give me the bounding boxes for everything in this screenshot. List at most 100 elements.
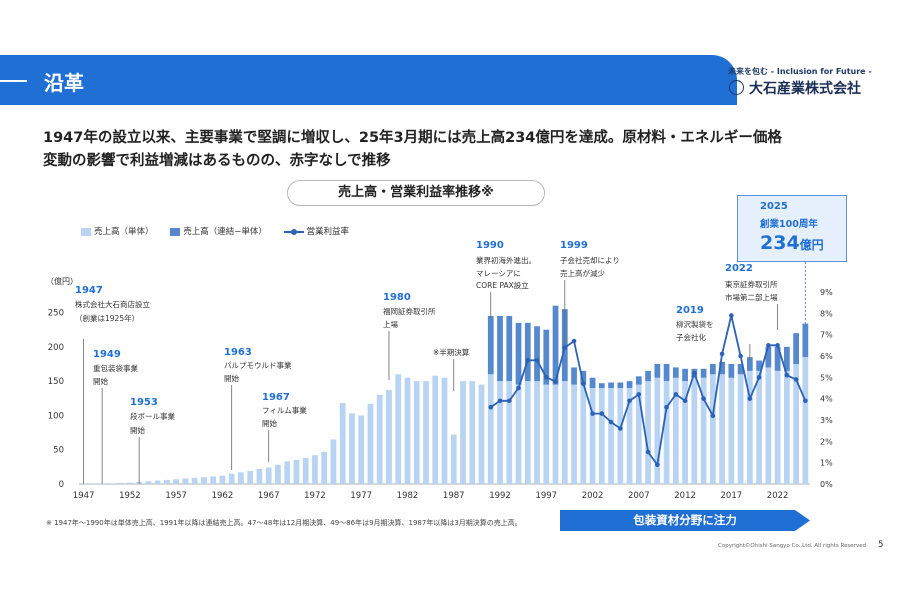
bar-consolidated-1993 xyxy=(506,316,513,382)
bar-standalone-2018 xyxy=(737,374,744,484)
bar-standalone-2002 xyxy=(589,388,596,484)
annotation-text: 開始 xyxy=(130,425,145,435)
bar-standalone-2008 xyxy=(645,381,651,484)
bar-consolidated-2008 xyxy=(645,370,651,382)
bar-standalone-2016 xyxy=(719,374,725,484)
annotation-text: パルプモウルド事業 xyxy=(224,360,292,370)
x-tick-label: 1997 xyxy=(535,491,557,501)
annotation-text: 子会社化 xyxy=(676,332,706,342)
margin-point-2010 xyxy=(664,404,669,410)
bar-standalone-2004 xyxy=(608,388,614,484)
bar-standalone-1994 xyxy=(515,384,522,484)
bar-consolidated-2022 xyxy=(774,346,781,371)
header-bar: 沿革 xyxy=(0,55,737,105)
bar-consolidated-1991 xyxy=(487,316,494,375)
bar-standalone-2021 xyxy=(765,367,772,484)
header-accent-line xyxy=(0,80,27,82)
margin-point-1999 xyxy=(562,345,568,350)
bar-standalone-2012 xyxy=(682,381,688,484)
callout-subtitle: 創業100周年 xyxy=(760,219,818,230)
margin-point-2017 xyxy=(729,313,734,318)
bar-standalone-1983 xyxy=(413,381,420,484)
x-tick-label: 1967 xyxy=(258,491,280,501)
annotation-text: 東京証券取引所 xyxy=(725,279,778,289)
margin-point-2019 xyxy=(747,396,753,401)
x-tick-label: 1977 xyxy=(350,491,372,501)
margin-point-1996 xyxy=(534,357,540,363)
headline: 1947年の設立以来、主要事業で堅調に増収し、25年3月期には売上高234億円を… xyxy=(43,127,843,173)
bar-consolidated-2018 xyxy=(737,364,744,375)
bar-consolidated-2006 xyxy=(626,381,633,388)
margin-point-2013 xyxy=(692,370,697,376)
margin-point-2025 xyxy=(803,398,808,404)
bar-consolidated-2005 xyxy=(617,382,624,388)
annotation-year: 1990 xyxy=(476,240,504,251)
margin-point-2001 xyxy=(580,381,586,387)
callout-2025: 2025 創業100周年 234億円 xyxy=(737,195,847,262)
x-tick-label: 2022 xyxy=(767,491,789,501)
bar-standalone-1975 xyxy=(339,403,346,484)
bar-consolidated-2007 xyxy=(635,376,642,385)
bar-consolidated-2021 xyxy=(765,346,772,368)
annotation-text: 売上高が減少 xyxy=(560,268,605,278)
y-tick-label: 250 xyxy=(48,309,64,319)
callout-number: 234 xyxy=(760,232,800,254)
bar-standalone-1999 xyxy=(561,381,568,484)
bar-standalone-1988 xyxy=(460,381,466,484)
bar-standalone-1970 xyxy=(293,460,300,484)
bar-standalone-1976 xyxy=(349,413,355,484)
brand-name: 大石産業株式会社 xyxy=(749,81,861,97)
bar-consolidated-1997 xyxy=(543,329,550,385)
brand-tagline: 未来を包む - Inclusion for Future - xyxy=(728,67,872,76)
margin-point-2000 xyxy=(571,338,577,344)
x-tick-label: 1972 xyxy=(304,491,326,501)
x-tick-label: 1947 xyxy=(73,491,95,501)
y-tick-label: 200 xyxy=(48,343,64,353)
bar-consolidated-2019 xyxy=(746,357,753,371)
bar-consolidated-1994 xyxy=(515,322,522,385)
bar-consolidated-2017 xyxy=(728,364,735,378)
legend-swatch-consolidated xyxy=(170,227,181,236)
x-tick-label: 1962 xyxy=(212,491,234,501)
bar-standalone-2005 xyxy=(617,388,624,484)
bar-standalone-1952 xyxy=(127,482,133,484)
bar-standalone-1950 xyxy=(108,483,115,484)
bar-standalone-1967 xyxy=(265,467,272,484)
bar-consolidated-2002 xyxy=(589,377,596,388)
x-tick-label: 2002 xyxy=(582,491,604,501)
margin-point-2016 xyxy=(719,351,725,357)
annotation-text: 段ボール事業 xyxy=(130,411,175,421)
bar-standalone-2010 xyxy=(663,381,670,484)
annotation-text: 柳沢製袋を xyxy=(676,319,714,329)
x-tick-label: 1987 xyxy=(443,491,465,501)
x-tick-label: 1982 xyxy=(397,491,419,501)
bar-consolidated-2009 xyxy=(654,364,661,378)
bar-standalone-1959 xyxy=(191,477,198,484)
annotation-year: 1967 xyxy=(262,392,290,403)
annotation-year: 1949 xyxy=(93,349,121,360)
bar-standalone-1998 xyxy=(552,384,559,484)
callout-year: 2025 xyxy=(760,201,788,212)
bar-consolidated-2011 xyxy=(672,367,679,378)
annotation-text: 福岡証券取引所 xyxy=(383,306,436,316)
bar-consolidated-1999 xyxy=(561,309,568,382)
margin-point-1995 xyxy=(525,357,531,363)
headline-line-2: 変動の影響で利益増減はあるものの、赤字なしで推移 xyxy=(43,153,391,169)
bar-consolidated-2001 xyxy=(580,370,587,385)
bar-standalone-1968 xyxy=(275,464,281,484)
focus-banner: 包装資材分野に注力 xyxy=(560,510,810,531)
bar-standalone-2003 xyxy=(598,388,605,484)
bar-standalone-1962 xyxy=(219,475,226,484)
bar-standalone-1965 xyxy=(247,470,254,484)
legend-label-standalone: 売上高（単体） xyxy=(94,227,154,237)
margin-point-2024 xyxy=(793,377,799,382)
annotation-year: 2019 xyxy=(676,305,704,316)
bar-consolidated-2003 xyxy=(598,383,605,388)
annotation-text: 開始 xyxy=(224,373,239,383)
footnote: ※ 1947年～1990年は単体売上高、1991年以降は連結売上高。47～48年… xyxy=(46,519,522,527)
bar-consolidated-1996 xyxy=(534,326,540,382)
annotation-text: 上場 xyxy=(383,319,398,329)
annotation-year: 1953 xyxy=(130,397,158,408)
margin-point-1993 xyxy=(506,398,512,404)
annotation-text: 重包装袋事業 xyxy=(93,363,138,373)
